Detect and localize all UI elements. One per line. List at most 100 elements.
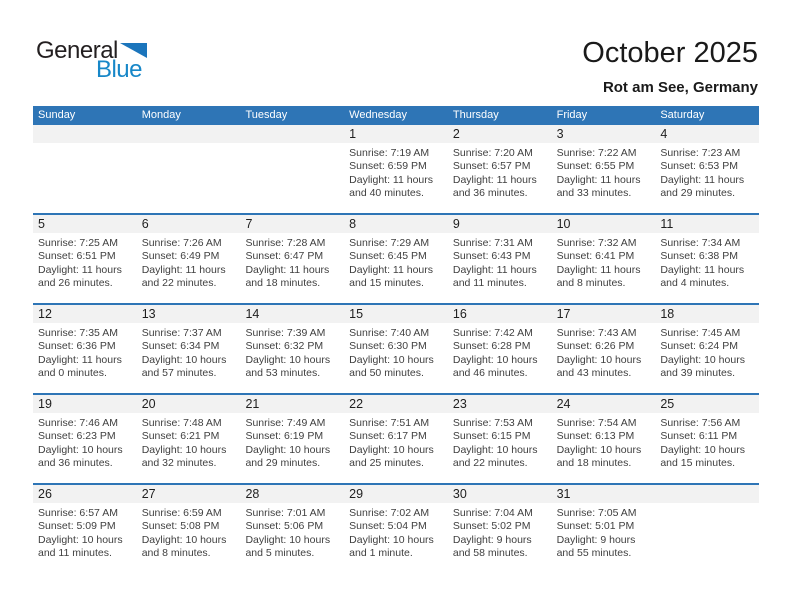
day-number: 5 [33, 215, 137, 233]
sunset-text: Sunset: 5:06 PM [245, 520, 324, 533]
calendar-grid: Sunday Monday Tuesday Wednesday Thursday Frid… [33, 106, 760, 573]
day-details: Sunrise: 7:48 AM Sunset: 6:21 PM Daylight:… [137, 413, 241, 471]
week-row-1: 1 Sunrise: 7:19 AM Sunset: 6:59 PM Daylight… [33, 125, 760, 213]
weekday-header-saturday: Saturday [660, 109, 705, 121]
day-details: Sunrise: 7:05 AM Sunset: 5:01 PM Daylight:… [552, 503, 656, 561]
day-number: 6 [136, 215, 241, 233]
calendar-cell-day-9: 9 Sunrise: 7:31 AM Sunset: 6:43 PM Daylight… [447, 215, 552, 303]
week-row-3: 12 Sunrise: 7:35 AM Sunset: 6:36 PM Dayligh… [33, 303, 760, 393]
day-number: 26 [33, 485, 137, 503]
calendar-cell-day-25: 25 Sunrise: 7:56 AM Sunset: 6:11 PM Dayligh… [655, 395, 760, 483]
sunset-text: Sunset: 6:13 PM [556, 430, 635, 443]
calendar-cell-day-22: 22 Sunrise: 7:51 AM Sunset: 6:17 PM Dayligh… [344, 395, 448, 483]
daylight-text: Daylight: 10 hours and 46 minutes. [452, 353, 538, 380]
day-number: 16 [447, 305, 552, 323]
day-number: 10 [551, 215, 656, 233]
daylight-text: Daylight: 9 hours and 55 minutes. [556, 533, 636, 560]
day-number-empty [655, 485, 760, 503]
sunset-text: Sunset: 6:28 PM [452, 340, 531, 353]
day-number-empty [33, 125, 137, 143]
sunrise-text: Sunrise: 7:05 AM [556, 507, 637, 519]
day-number: 21 [240, 395, 345, 413]
day-number: 3 [551, 125, 656, 143]
sunrise-text: Sunrise: 7:32 AM [556, 237, 637, 249]
week-row-4: 19 Sunrise: 7:46 AM Sunset: 6:23 PM Dayligh… [33, 393, 760, 483]
daylight-text: Daylight: 11 hours and 22 minutes. [141, 263, 226, 290]
calendar-cell-day-3: 3 Sunrise: 7:22 AM Sunset: 6:55 PM Daylight… [551, 125, 656, 213]
day-details: Sunrise: 7:45 AM Sunset: 6:24 PM Daylight:… [655, 323, 759, 381]
daylight-text: Daylight: 11 hours and 40 minutes. [349, 173, 434, 200]
sunset-text: Sunset: 6:57 PM [452, 160, 531, 173]
sunrise-text: Sunrise: 7:35 AM [38, 327, 118, 339]
sunrise-text: Sunrise: 7:04 AM [452, 507, 533, 519]
day-number-empty [136, 125, 241, 143]
sunrise-text: Sunrise: 7:20 AM [452, 147, 533, 159]
daylight-text: Daylight: 11 hours and 33 minutes. [556, 173, 641, 200]
sunrise-text: Sunrise: 7:51 AM [349, 417, 430, 429]
sunrise-text: Sunrise: 6:59 AM [141, 507, 222, 519]
day-details: Sunrise: 7:28 AM Sunset: 6:47 PM Daylight:… [240, 233, 344, 291]
calendar-cell-day-6: 6 Sunrise: 7:26 AM Sunset: 6:49 PM Daylight… [136, 215, 241, 303]
calendar-cell-empty [136, 125, 241, 213]
daylight-text: Daylight: 11 hours and 26 minutes. [38, 263, 122, 290]
calendar-cell-day-20: 20 Sunrise: 7:48 AM Sunset: 6:21 PM Dayligh… [136, 395, 241, 483]
sunset-text: Sunset: 6:51 PM [38, 250, 116, 263]
day-number: 17 [551, 305, 656, 323]
day-number: 18 [655, 305, 760, 323]
daylight-text: Daylight: 10 hours and 29 minutes. [245, 443, 331, 470]
sunset-text: Sunset: 6:41 PM [556, 250, 635, 263]
calendar-cell-day-1: 1 Sunrise: 7:19 AM Sunset: 6:59 PM Daylight… [344, 125, 448, 213]
day-details: Sunrise: 7:26 AM Sunset: 6:49 PM Daylight:… [137, 233, 241, 291]
day-details: Sunrise: 7:42 AM Sunset: 6:28 PM Daylight:… [448, 323, 552, 381]
daylight-text: Daylight: 11 hours and 15 minutes. [349, 263, 434, 290]
calendar-cell-day-15: 15 Sunrise: 7:40 AM Sunset: 6:30 PM Dayligh… [344, 305, 448, 393]
calendar-cell-day-23: 23 Sunrise: 7:53 AM Sunset: 6:15 PM Dayligh… [447, 395, 552, 483]
day-details: Sunrise: 6:57 AM Sunset: 5:09 PM Daylight:… [33, 503, 137, 561]
calendar-cell-empty [33, 125, 137, 213]
day-details: Sunrise: 7:32 AM Sunset: 6:41 PM Daylight:… [552, 233, 656, 291]
day-number: 14 [240, 305, 345, 323]
daylight-text: Daylight: 10 hours and 8 minutes. [141, 533, 227, 560]
day-number-empty [240, 125, 345, 143]
daylight-text: Daylight: 10 hours and 50 minutes. [349, 353, 434, 380]
general-blue-logo: General Blue [36, 37, 148, 83]
logo-general-text: General [36, 37, 118, 64]
sunrise-text: Sunrise: 7:40 AM [349, 327, 430, 339]
daylight-text: Daylight: 10 hours and 5 minutes. [245, 533, 331, 560]
day-number: 22 [344, 395, 448, 413]
sunset-text: Sunset: 5:04 PM [349, 520, 427, 533]
day-details: Sunrise: 7:43 AM Sunset: 6:26 PM Daylight:… [552, 323, 656, 381]
day-number: 9 [447, 215, 552, 233]
daylight-text: Daylight: 11 hours and 29 minutes. [660, 173, 745, 200]
daylight-text: Daylight: 10 hours and 32 minutes. [141, 443, 227, 470]
calendar-cell-day-4: 4 Sunrise: 7:23 AM Sunset: 6:53 PM Daylight… [655, 125, 760, 213]
day-number: 27 [136, 485, 241, 503]
sunset-text: Sunset: 6:34 PM [141, 340, 220, 353]
sunrise-text: Sunrise: 7:37 AM [141, 327, 222, 339]
calendar-cell-day-24: 24 Sunrise: 7:54 AM Sunset: 6:13 PM Dayligh… [551, 395, 656, 483]
day-details: Sunrise: 7:39 AM Sunset: 6:32 PM Daylight:… [240, 323, 344, 381]
day-details: Sunrise: 7:37 AM Sunset: 6:34 PM Daylight:… [137, 323, 241, 381]
logo-triangle-icon [119, 43, 147, 58]
sunrise-text: Sunrise: 7:31 AM [452, 237, 533, 249]
daylight-text: Daylight: 10 hours and 1 minute. [349, 533, 434, 560]
logo-blue-text: Blue [95, 56, 143, 83]
daylight-text: Daylight: 10 hours and 57 minutes. [141, 353, 227, 380]
day-details: Sunrise: 7:20 AM Sunset: 6:57 PM Daylight:… [448, 143, 552, 201]
week-row-2: 5 Sunrise: 7:25 AM Sunset: 6:51 PM Daylight… [33, 213, 760, 303]
sunrise-text: Sunrise: 7:46 AM [38, 417, 118, 429]
calendar-cell-day-29: 29 Sunrise: 7:02 AM Sunset: 5:04 PM Dayligh… [344, 485, 448, 573]
daylight-text: Daylight: 10 hours and 25 minutes. [349, 443, 434, 470]
day-number: 7 [240, 215, 345, 233]
sunrise-text: Sunrise: 7:29 AM [349, 237, 430, 249]
day-details: Sunrise: 7:19 AM Sunset: 6:59 PM Daylight:… [344, 143, 448, 201]
daylight-text: Daylight: 10 hours and 18 minutes. [556, 443, 642, 470]
sunset-text: Sunset: 5:08 PM [141, 520, 220, 533]
sunrise-text: Sunrise: 7:43 AM [556, 327, 637, 339]
sunrise-text: Sunrise: 7:49 AM [245, 417, 326, 429]
sunrise-text: Sunrise: 7:54 AM [556, 417, 637, 429]
title-block: October 2025 Rot am See, Germany [582, 36, 758, 96]
day-number: 12 [33, 305, 137, 323]
sunset-text: Sunset: 6:23 PM [38, 430, 116, 443]
